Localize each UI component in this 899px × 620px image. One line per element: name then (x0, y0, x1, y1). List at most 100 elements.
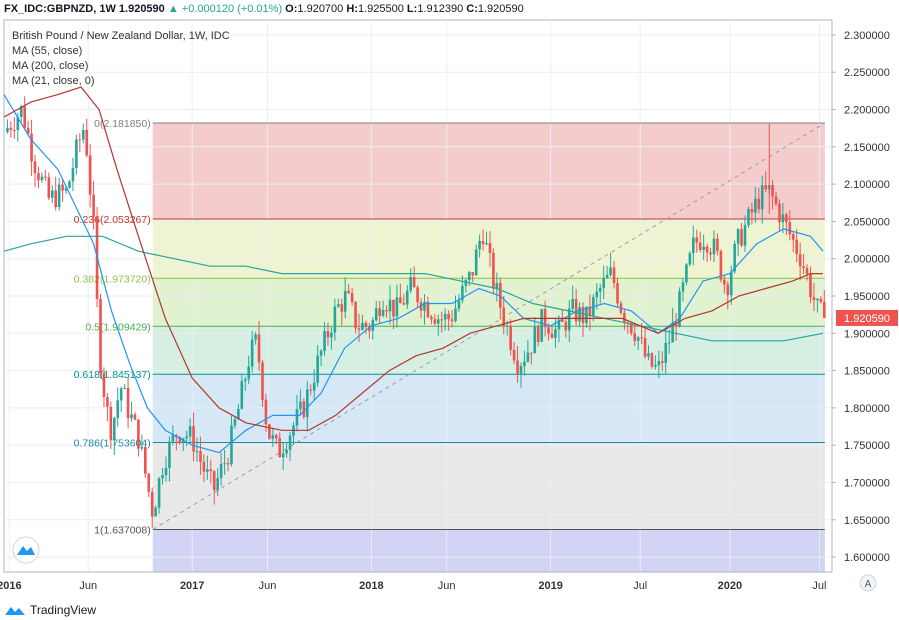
candle-body (667, 342, 671, 344)
candle (223, 449, 226, 475)
legend-ma21[interactable]: MA (21, close, 0) (12, 75, 95, 87)
candle (85, 118, 89, 158)
candle-body (116, 400, 120, 419)
candle-body (754, 198, 757, 213)
candle-body (578, 307, 581, 322)
candle (698, 231, 702, 253)
price-tick-label: 1.600000 (844, 552, 890, 564)
candle-body (202, 461, 206, 472)
candle (168, 436, 171, 482)
candle (374, 300, 378, 322)
candle (650, 352, 654, 369)
candle (192, 412, 195, 462)
candle-body (440, 319, 444, 321)
price-tick-label: 2.300000 (844, 30, 890, 42)
candle (430, 314, 433, 325)
candle-body (616, 283, 619, 304)
candle (33, 154, 37, 188)
candle-body (278, 438, 282, 458)
candle-body (678, 291, 681, 327)
footer-brand[interactable]: TradingView (4, 603, 96, 617)
candle (633, 324, 637, 346)
candle-body (237, 408, 240, 420)
candle (195, 437, 199, 462)
candle (557, 315, 561, 343)
candle (443, 308, 447, 331)
candle-body (240, 381, 244, 409)
candle (612, 260, 616, 289)
candle (237, 404, 240, 420)
legend-ma200[interactable]: MA (200, close) (12, 60, 89, 72)
candle (54, 176, 57, 211)
candle-body (395, 297, 399, 317)
candle-body (144, 447, 147, 474)
candle-body (399, 297, 402, 304)
tradingview-watermark-icon (17, 546, 35, 555)
candle-body (109, 406, 113, 441)
tradingview-logo-icon (5, 607, 25, 615)
auto-scale-button[interactable]: A (859, 574, 877, 592)
candle-body (695, 237, 699, 243)
candle-body (88, 155, 92, 195)
candle (243, 376, 247, 391)
candle-body (564, 321, 568, 331)
candle (140, 434, 144, 451)
time-tick-label: Jul (633, 580, 647, 592)
candle (395, 284, 399, 328)
candle-body (340, 304, 344, 312)
candle (685, 262, 688, 286)
candle (240, 373, 244, 410)
candle (726, 281, 730, 310)
candle (399, 283, 402, 304)
candle-body (364, 322, 368, 327)
candle (71, 157, 75, 192)
candle (147, 472, 151, 498)
candle (485, 231, 488, 246)
candle (457, 294, 461, 312)
candle (805, 264, 809, 281)
candle-body (209, 469, 213, 472)
candle-body (822, 301, 826, 318)
candle (130, 401, 133, 422)
legend-ma55[interactable]: MA (55, close) (12, 45, 83, 57)
candle-body (78, 139, 82, 141)
candle-body (195, 451, 199, 453)
candle-body (385, 309, 388, 312)
candle (154, 505, 157, 517)
watermark-button[interactable] (12, 536, 40, 564)
candle-body (643, 338, 647, 357)
candle (281, 442, 285, 470)
candle-body (50, 190, 54, 198)
candle-body (802, 266, 805, 269)
candle-body (698, 242, 702, 251)
candle (226, 457, 230, 472)
candle-body (588, 306, 592, 317)
candle (209, 459, 213, 484)
price-tick-label: 2.050000 (844, 216, 890, 228)
candle-body (16, 117, 20, 130)
candle (78, 132, 82, 153)
candle (206, 455, 209, 480)
candle (216, 468, 219, 496)
candle (392, 299, 395, 330)
candle (202, 454, 206, 483)
candle-body (736, 229, 740, 244)
price-tick-label: 2.250000 (844, 67, 890, 79)
candle-body (719, 251, 723, 280)
candle (178, 436, 182, 445)
candle-body (471, 272, 475, 276)
candle-body (274, 435, 278, 439)
candle-body (64, 187, 68, 191)
candle-body (660, 361, 664, 363)
candle-body (271, 435, 275, 439)
candle (536, 324, 540, 347)
candle-body (302, 401, 306, 417)
candle (13, 116, 16, 139)
candle (478, 234, 481, 258)
fib-zone-0 (152, 123, 825, 219)
candle-body (157, 478, 161, 508)
candle-body (123, 388, 126, 390)
candle-body (650, 353, 654, 367)
candle (106, 392, 109, 422)
